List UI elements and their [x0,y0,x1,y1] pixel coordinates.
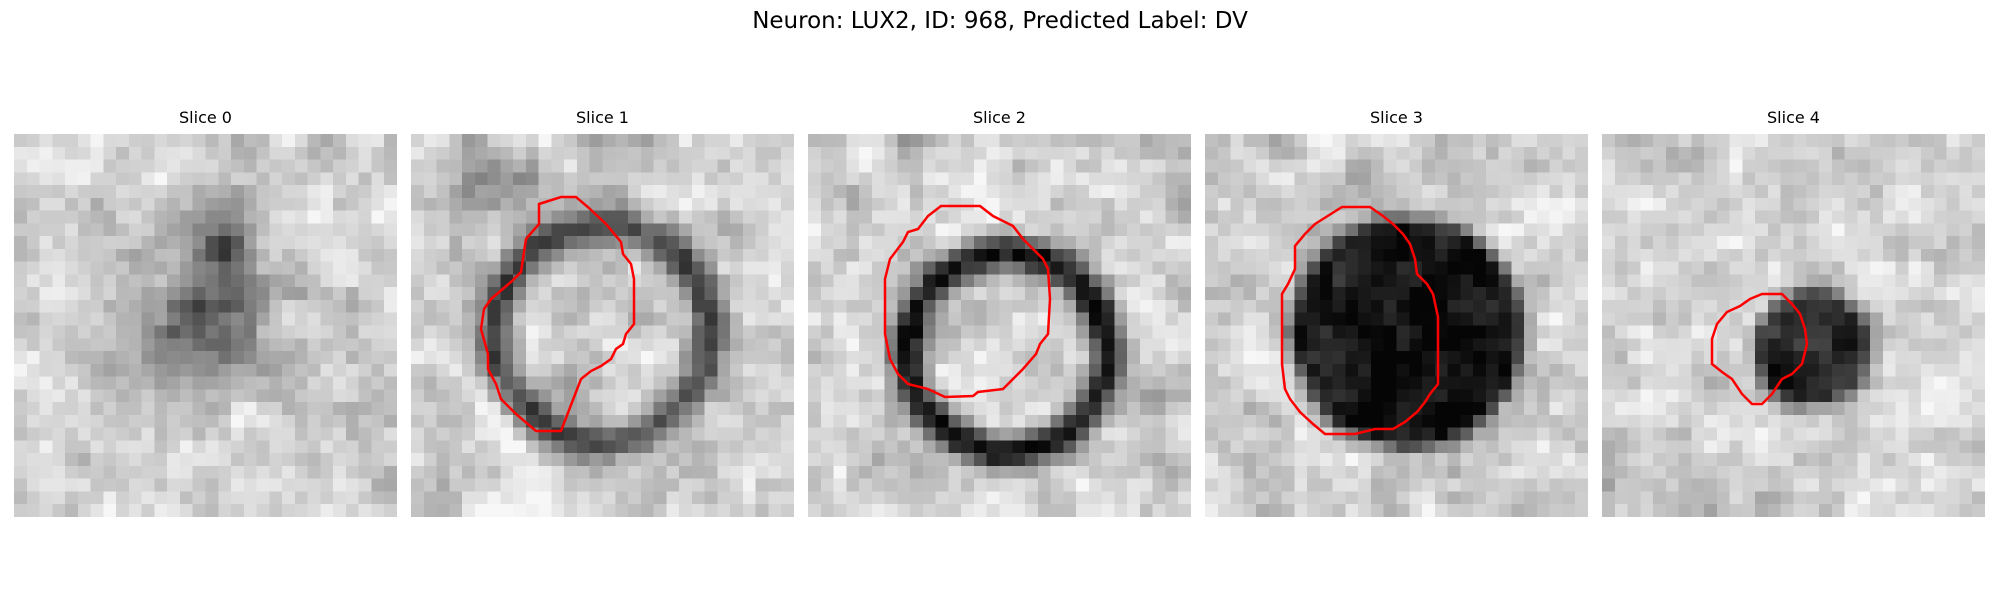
slice-image-4 [1602,134,1985,517]
slice-grayscale-3 [1205,134,1588,517]
slice-title-3: Slice 3 [1370,108,1423,127]
slice-title-4: Slice 4 [1767,108,1820,127]
slice-contour-overlay-2 [883,204,1052,399]
slice-panel-3: Slice 3 [1205,108,1588,517]
slice-image-1 [411,134,794,517]
slice-panel-4: Slice 4 [1602,108,1985,517]
figure-title: Neuron: LUX2, ID: 968, Predicted Label: … [752,8,1248,34]
slice-grayscale-0 [14,134,397,517]
roi-contour [1710,292,1809,406]
slice-image-0 [14,134,397,517]
slice-panel-2: Slice 2 [808,108,1191,517]
slice-panel-0: Slice 0 [14,108,397,517]
slice-image-2 [808,134,1191,517]
slice-contour-overlay-1 [479,195,636,433]
slice-title-2: Slice 2 [973,108,1026,127]
slice-grayscale-4 [1602,134,1985,517]
roi-contour [479,195,636,433]
slice-panel-1: Slice 1 [411,108,794,517]
roi-contour [1280,205,1440,436]
slice-title-0: Slice 0 [179,108,232,127]
slice-grayscale-2 [808,134,1191,517]
slice-image-3 [1205,134,1588,517]
slice-grayscale-1 [411,134,794,517]
roi-contour [883,204,1052,399]
slice-contour-overlay-4 [1710,292,1809,406]
slice-contour-overlay-3 [1280,205,1440,436]
slice-title-1: Slice 1 [576,108,629,127]
